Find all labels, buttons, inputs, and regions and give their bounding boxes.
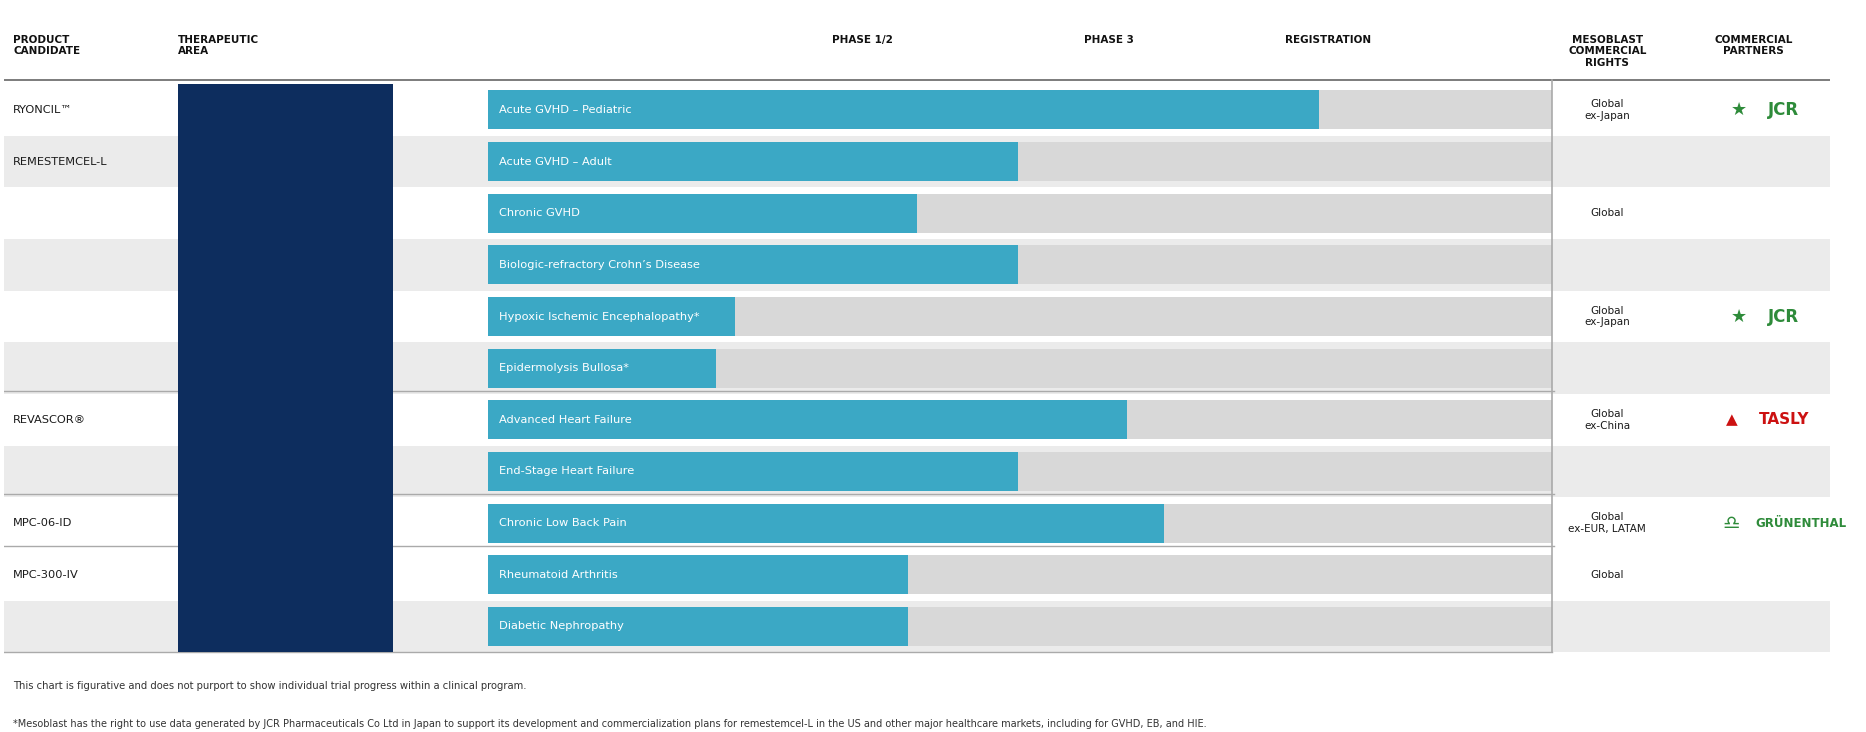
Text: Rheumatoid Arthritis: Rheumatoid Arthritis	[498, 569, 618, 580]
Text: Global
ex-China: Global ex-China	[1584, 409, 1631, 430]
Text: GRÜNENTHAL: GRÜNENTHAL	[1756, 517, 1845, 529]
Bar	[489, 91, 1553, 130]
Bar	[489, 245, 1017, 284]
Bar	[177, 84, 394, 394]
Text: COMMERCIAL
PARTNERS: COMMERCIAL PARTNERS	[1715, 34, 1793, 56]
Bar	[489, 607, 1553, 646]
Bar	[177, 497, 394, 549]
Bar	[489, 91, 1319, 130]
Bar	[489, 297, 1553, 336]
Bar	[177, 394, 394, 497]
Text: Pediatric & Adult
Rare Diseases: Pediatric & Adult Rare Diseases	[230, 225, 341, 253]
Text: REGISTRATION: REGISTRATION	[1286, 34, 1372, 45]
Text: Chronic Low Back Pain: Chronic Low Back Pain	[498, 518, 627, 528]
Text: ♎: ♎	[1722, 514, 1741, 533]
Text: Inflammatory: Inflammatory	[241, 594, 330, 607]
Bar	[489, 348, 717, 388]
Bar	[489, 452, 1017, 491]
Text: Global
ex-Japan: Global ex-Japan	[1584, 99, 1631, 121]
Text: Global: Global	[1590, 208, 1623, 218]
Text: This chart is figurative and does not purport to show individual trial progress : This chart is figurative and does not pu…	[13, 681, 526, 690]
Text: Global
ex-Japan: Global ex-Japan	[1584, 306, 1631, 327]
Text: JCR: JCR	[1767, 307, 1799, 326]
Text: Hypoxic Ischemic Encephalopathy*: Hypoxic Ischemic Encephalopathy*	[498, 312, 700, 321]
Bar	[177, 549, 394, 652]
Bar	[489, 556, 1553, 594]
Text: REVASCOR®: REVASCOR®	[13, 415, 86, 425]
Text: REMESTEMCEL-L: REMESTEMCEL-L	[13, 157, 108, 167]
Text: Pain: Pain	[271, 517, 300, 529]
Bar	[489, 348, 1553, 388]
Text: MPC-06-ID: MPC-06-ID	[13, 518, 73, 528]
Text: Biologic-refractory Crohn’s Disease: Biologic-refractory Crohn’s Disease	[498, 260, 700, 270]
Bar	[4, 239, 1831, 291]
Text: PHASE 1/2: PHASE 1/2	[832, 34, 892, 45]
Bar	[489, 297, 735, 336]
Bar	[489, 504, 1164, 542]
Bar	[489, 194, 1553, 233]
Text: MPC-300-IV: MPC-300-IV	[13, 569, 78, 580]
Text: Acute GVHD – Adult: Acute GVHD – Adult	[498, 157, 612, 167]
Text: Epidermolysis Bullosa*: Epidermolysis Bullosa*	[498, 363, 629, 373]
Bar	[4, 446, 1831, 497]
Text: MESOBLAST
COMMERCIAL
RIGHTS: MESOBLAST COMMERCIAL RIGHTS	[1567, 34, 1646, 68]
Text: Chronic GVHD: Chronic GVHD	[498, 208, 580, 218]
Text: RYONCIL™: RYONCIL™	[13, 105, 73, 115]
Text: ★: ★	[1730, 307, 1747, 326]
Bar	[4, 600, 1831, 652]
Bar	[489, 194, 916, 233]
Text: Diabetic Nephropathy: Diabetic Nephropathy	[498, 621, 623, 632]
Text: Acute GVHD – Pediatric: Acute GVHD – Pediatric	[498, 105, 631, 115]
Text: JCR: JCR	[1767, 101, 1799, 119]
Text: Cardiovascular: Cardiovascular	[235, 439, 334, 452]
Bar	[489, 556, 909, 594]
Bar	[489, 504, 1553, 542]
Bar	[489, 607, 909, 646]
Bar	[4, 343, 1831, 394]
Bar	[489, 400, 1127, 439]
Text: PHASE 3: PHASE 3	[1084, 34, 1135, 45]
Bar	[489, 452, 1553, 491]
Text: End-Stage Heart Failure: End-Stage Heart Failure	[498, 466, 634, 477]
Bar	[4, 135, 1831, 187]
Text: Global
ex-EUR, LATAM: Global ex-EUR, LATAM	[1569, 512, 1646, 534]
Text: PRODUCT
CANDIDATE: PRODUCT CANDIDATE	[13, 34, 80, 56]
Bar	[489, 245, 1553, 284]
Text: ★: ★	[1730, 101, 1747, 119]
Bar	[489, 142, 1017, 181]
Text: THERAPEUTIC
AREA: THERAPEUTIC AREA	[177, 34, 259, 56]
Text: *Mesoblast has the right to use data generated by JCR Pharmaceuticals Co Ltd in : *Mesoblast has the right to use data gen…	[13, 720, 1207, 729]
Text: Global: Global	[1590, 569, 1623, 580]
Text: Advanced Heart Failure: Advanced Heart Failure	[498, 415, 633, 425]
Text: ▲: ▲	[1726, 412, 1737, 427]
Bar	[489, 142, 1553, 181]
Text: TASLY: TASLY	[1760, 412, 1810, 427]
Bar	[489, 400, 1553, 439]
